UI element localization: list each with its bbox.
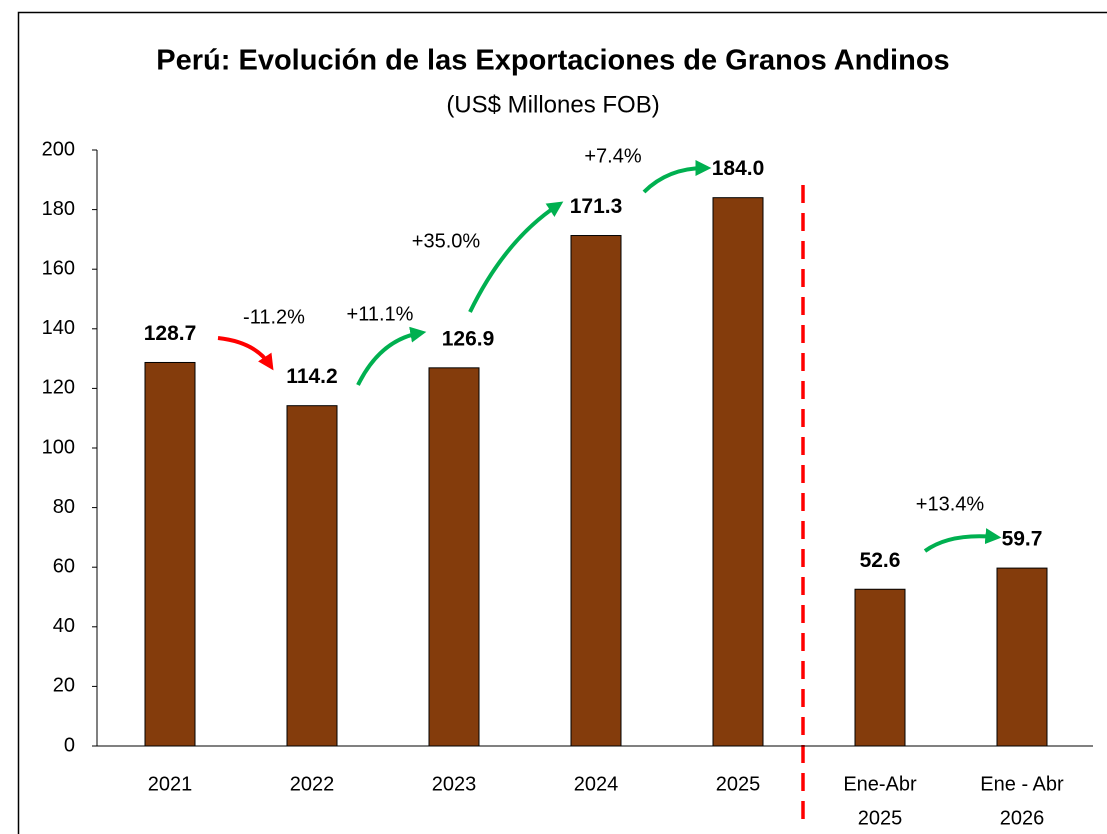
x-tick-label: 2022 bbox=[290, 773, 335, 795]
x-tick-label: 2025 bbox=[858, 807, 903, 829]
y-tick-label: 200 bbox=[42, 138, 75, 160]
frame bbox=[17, 11, 1107, 834]
y-tick-label: 60 bbox=[53, 555, 75, 577]
x-tick-label: 2026 bbox=[1000, 807, 1045, 829]
x-tick-label: Ene - Abr bbox=[980, 773, 1064, 795]
chart-subtitle: (US$ Millones FOB) bbox=[446, 91, 659, 118]
x-tick-label: 2024 bbox=[574, 773, 619, 795]
growth-label: +11.1% bbox=[347, 303, 414, 325]
data-label: 59.7 bbox=[1002, 528, 1043, 551]
bar bbox=[144, 361, 196, 747]
data-label: 184.0 bbox=[712, 157, 765, 180]
y-tick-label: 20 bbox=[53, 675, 75, 697]
x-tick-label: 2021 bbox=[148, 773, 193, 795]
y-tick-label: 0 bbox=[64, 734, 75, 756]
y-tick-label: 120 bbox=[42, 377, 75, 399]
bar bbox=[712, 197, 764, 747]
growth-label: +13.4% bbox=[916, 493, 985, 515]
y-tick-label: 180 bbox=[42, 198, 75, 220]
data-label: 126.9 bbox=[442, 327, 495, 350]
y-tick-label: 140 bbox=[42, 317, 75, 339]
y-tick-label: 100 bbox=[42, 436, 75, 458]
bar bbox=[428, 367, 480, 747]
data-label: 52.6 bbox=[860, 549, 901, 572]
bar bbox=[570, 235, 622, 747]
growth-arrow bbox=[468, 201, 564, 313]
data-label: 128.7 bbox=[144, 322, 197, 345]
x-tick-label: Ene-Abr bbox=[843, 773, 917, 795]
y-tick-label: 40 bbox=[53, 615, 75, 637]
y-tick-label: 160 bbox=[42, 257, 75, 279]
data-label: 114.2 bbox=[286, 365, 337, 388]
x-tick-label: 2025 bbox=[716, 773, 761, 795]
bar bbox=[996, 567, 1048, 747]
growth-arrow bbox=[217, 336, 274, 371]
growth-arrow bbox=[356, 326, 427, 386]
growth-label: +35.0% bbox=[412, 230, 481, 252]
bar bbox=[854, 588, 906, 747]
x-tick-label: 2023 bbox=[432, 773, 477, 795]
growth-arrow bbox=[642, 160, 712, 194]
data-label: 171.3 bbox=[570, 195, 623, 218]
bar bbox=[286, 405, 338, 747]
chart-title: Perú: Evolución de las Exportaciones de … bbox=[156, 45, 949, 77]
growth-arrow bbox=[923, 528, 1002, 553]
growth-label: +7.4% bbox=[584, 145, 641, 167]
growth-label: -11.2% bbox=[243, 306, 305, 328]
y-tick-label: 80 bbox=[53, 496, 75, 518]
